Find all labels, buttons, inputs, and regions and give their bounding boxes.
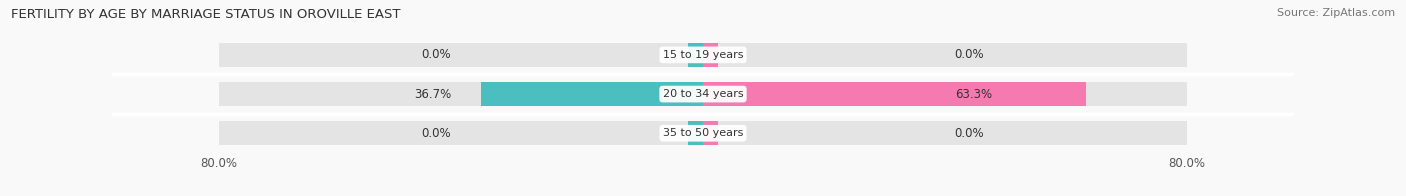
Text: 0.0%: 0.0% <box>422 48 451 61</box>
Text: 15 to 19 years: 15 to 19 years <box>662 50 744 60</box>
Bar <box>703 43 1187 67</box>
Text: 20 to 34 years: 20 to 34 years <box>662 89 744 99</box>
Bar <box>703 82 1187 106</box>
Bar <box>703 82 1085 106</box>
Bar <box>703 121 1187 145</box>
Text: 35 to 50 years: 35 to 50 years <box>662 128 744 138</box>
Bar <box>688 43 703 67</box>
Bar <box>219 82 703 106</box>
Text: 36.7%: 36.7% <box>413 88 451 101</box>
Text: 0.0%: 0.0% <box>955 127 984 140</box>
Text: Source: ZipAtlas.com: Source: ZipAtlas.com <box>1277 8 1395 18</box>
Bar <box>688 121 703 145</box>
Bar <box>219 121 703 145</box>
Text: 0.0%: 0.0% <box>955 48 984 61</box>
Bar <box>481 82 703 106</box>
Text: FERTILITY BY AGE BY MARRIAGE STATUS IN OROVILLE EAST: FERTILITY BY AGE BY MARRIAGE STATUS IN O… <box>11 8 401 21</box>
Bar <box>703 121 718 145</box>
Bar <box>703 43 718 67</box>
Bar <box>219 43 703 67</box>
Text: 0.0%: 0.0% <box>422 127 451 140</box>
Text: 63.3%: 63.3% <box>955 88 991 101</box>
